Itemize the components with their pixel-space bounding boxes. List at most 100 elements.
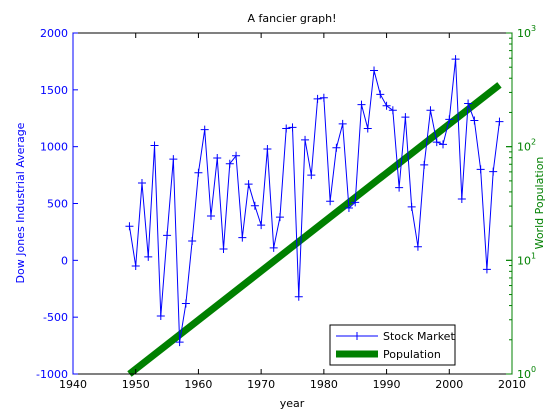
stock-market-point	[307, 171, 316, 180]
stock-market-point	[238, 233, 247, 242]
stock-market-point	[395, 183, 404, 192]
stock-market-point	[464, 99, 473, 108]
stock-market-point	[332, 143, 341, 152]
stock-market-point	[388, 106, 397, 115]
stock-market-point	[206, 212, 215, 221]
stock-market-point	[263, 144, 272, 153]
stock-market-point	[326, 197, 335, 206]
stock-market-point	[407, 202, 416, 211]
stock-market-point	[319, 93, 328, 102]
stock-market-point	[457, 194, 466, 203]
y-right-tick-label: 101	[517, 251, 536, 267]
y-right-tick-base: 10	[517, 368, 531, 381]
stock-market-point	[482, 265, 491, 274]
stock-market-point	[181, 299, 190, 308]
stock-market-point	[313, 94, 322, 103]
y-right-tick-label: 102	[517, 138, 536, 154]
legend: Stock Market Population	[329, 324, 456, 366]
stock-market-point	[495, 117, 504, 126]
y-left-tick-label: 1500	[40, 84, 68, 97]
stock-market-point	[282, 124, 291, 133]
stock-market-point	[137, 179, 146, 188]
axes-layer: 1940 1950 1960 1970 1980 1990 2000 2010-1000-50…	[36, 24, 536, 391]
stock-market-point	[351, 198, 360, 207]
y-left-tick-label: -1000	[36, 368, 68, 381]
stock-market-point	[213, 154, 222, 163]
stock-market-point	[376, 90, 385, 99]
y-right-tick-exponent: 0	[531, 365, 536, 374]
x-tick-label: 1940	[59, 378, 87, 391]
y-left-tick-label: 0	[61, 254, 68, 267]
y-right-tick-label: 103	[517, 24, 536, 40]
x-tick-label: 1990	[373, 378, 401, 391]
y-right-tick-base: 10	[517, 254, 531, 267]
stock-market-point	[200, 125, 209, 134]
x-tick-label: 1980	[310, 378, 338, 391]
stock-market-point	[301, 135, 310, 144]
plot-frame	[72, 32, 513, 375]
population-line	[127, 82, 502, 377]
chart-title: A fancier graph!	[247, 12, 336, 25]
stock-market-point	[250, 201, 259, 210]
stock-market-point	[188, 237, 197, 246]
stock-market-point	[194, 168, 203, 177]
stock-market-point	[370, 66, 379, 75]
series-layer	[125, 55, 504, 377]
stock-market-point	[288, 123, 297, 132]
y-axis-left-label: Dow Jones Industrial Average	[14, 122, 27, 283]
stock-market-point	[401, 113, 410, 122]
stock-market-point	[156, 312, 165, 321]
y-right-tick-base: 10	[517, 141, 531, 154]
stock-market-point	[225, 159, 234, 168]
y-right-tick-exponent: 3	[531, 24, 536, 33]
y-right-tick-exponent: 2	[531, 138, 536, 147]
stock-market-point	[489, 167, 498, 176]
x-tick-label: 1970	[247, 378, 275, 391]
stock-market-point	[131, 262, 140, 271]
legend-label-population: Population	[383, 348, 441, 361]
stock-market-point	[244, 180, 253, 189]
x-axis-label: year	[280, 397, 305, 410]
stock-market-point	[175, 338, 184, 347]
y-right-tick-exponent: 1	[531, 251, 536, 260]
stock-market-point	[232, 151, 241, 160]
x-tick-label: 2010	[498, 378, 526, 391]
legend-box	[329, 324, 456, 366]
stock-market-point	[357, 100, 366, 109]
stock-market-point	[344, 204, 353, 213]
x-tick-label: 1950	[122, 378, 150, 391]
stock-market-point	[420, 160, 429, 169]
y-left-tick-label: 1000	[40, 141, 68, 154]
stock-market-point	[125, 222, 134, 231]
stock-market-point	[426, 106, 435, 115]
stock-market-point	[451, 55, 460, 64]
stock-market-point	[275, 213, 284, 222]
stock-market-point	[476, 165, 485, 174]
stock-market-point	[150, 141, 159, 150]
stock-market-point	[294, 292, 303, 301]
stock-market-point	[144, 252, 153, 261]
legend-label-stock: Stock Market	[383, 330, 455, 343]
legend-stock-marker	[353, 332, 361, 340]
y-axis-right-label: World Population	[533, 157, 546, 250]
stock-market-point	[219, 244, 228, 253]
stock-market-point	[169, 155, 178, 164]
stock-market-point	[413, 242, 422, 251]
stock-market-point	[257, 221, 266, 230]
y-right-tick-base: 10	[517, 27, 531, 40]
y-left-tick-label: -500	[43, 311, 68, 324]
stock-market-point	[363, 124, 372, 133]
stock-market-point	[470, 116, 479, 125]
stock-market-point	[382, 101, 391, 110]
y-left-tick-label: 500	[47, 198, 68, 211]
stock-market-point	[163, 231, 172, 240]
stock-market-point	[432, 138, 441, 147]
stock-market-point	[445, 115, 454, 124]
y-right-tick-label: 100	[517, 365, 536, 381]
stock-market-point	[439, 140, 448, 149]
stock-market-point	[338, 119, 347, 128]
x-tick-label: 1960	[184, 378, 212, 391]
x-tick-label: 2000	[435, 378, 463, 391]
y-left-tick-label: 2000	[40, 27, 68, 40]
